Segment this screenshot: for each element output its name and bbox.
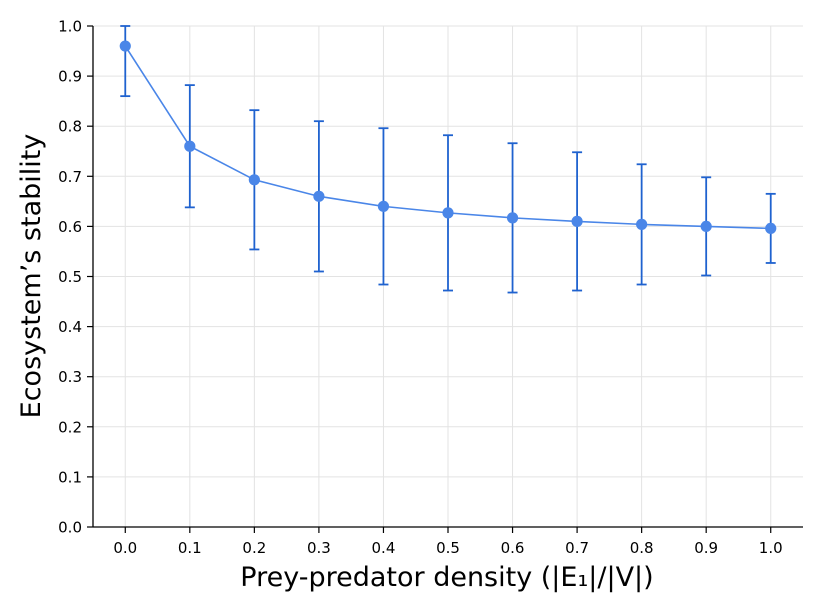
data-point [765,222,777,235]
data-point [700,220,712,232]
y-tick-label: 0.2 [58,418,82,436]
data-point [119,40,131,52]
y-tick-label: 0.7 [58,168,82,186]
y-tick-label: 0.0 [58,519,82,537]
x-axis-label: Prey-predator density (|E₁|/|V|) [240,562,653,593]
x-tick-label: 0.4 [372,539,396,557]
y-tick-label: 0.9 [58,68,82,86]
y-tick-label: 1.0 [58,18,82,36]
axes: 0.0 0.1 0.2 0.3 0.4 0.5 0.6 0.7 0.8 0.9 1.0 0.0 0.1 0… [58,18,803,557]
y-tick-label: 0.3 [58,368,82,386]
y-tick-label: 0.8 [58,118,82,136]
x-tick-label: 0.9 [694,539,718,557]
x-tick-label: 0.1 [178,539,202,557]
data-point [506,212,519,224]
data-point [571,215,583,227]
data-point [184,140,196,152]
x-tick-label: 0.6 [501,539,525,557]
y-tick-label: 0.1 [58,468,82,486]
data-point [636,218,648,230]
y-axis-label: Ecosystem’s stability [16,134,47,419]
series [119,40,777,235]
y-tick-label: 0.5 [58,268,82,286]
x-tick-label: 1.0 [759,539,783,557]
data-point [442,207,454,219]
x-tick-label: 0.2 [242,539,266,557]
data-point [377,200,390,212]
data-point [313,190,325,202]
x-tick-label: 0.3 [307,539,331,557]
data-point [248,174,260,186]
x-tick-label: 0.7 [565,539,589,557]
x-tick-label: 0.5 [436,539,460,557]
y-tick-label: 0.4 [58,318,82,336]
y-tick-label: 0.6 [58,218,82,236]
x-tick-label: 0.0 [113,539,137,557]
x-tick-label: 0.8 [630,539,654,557]
